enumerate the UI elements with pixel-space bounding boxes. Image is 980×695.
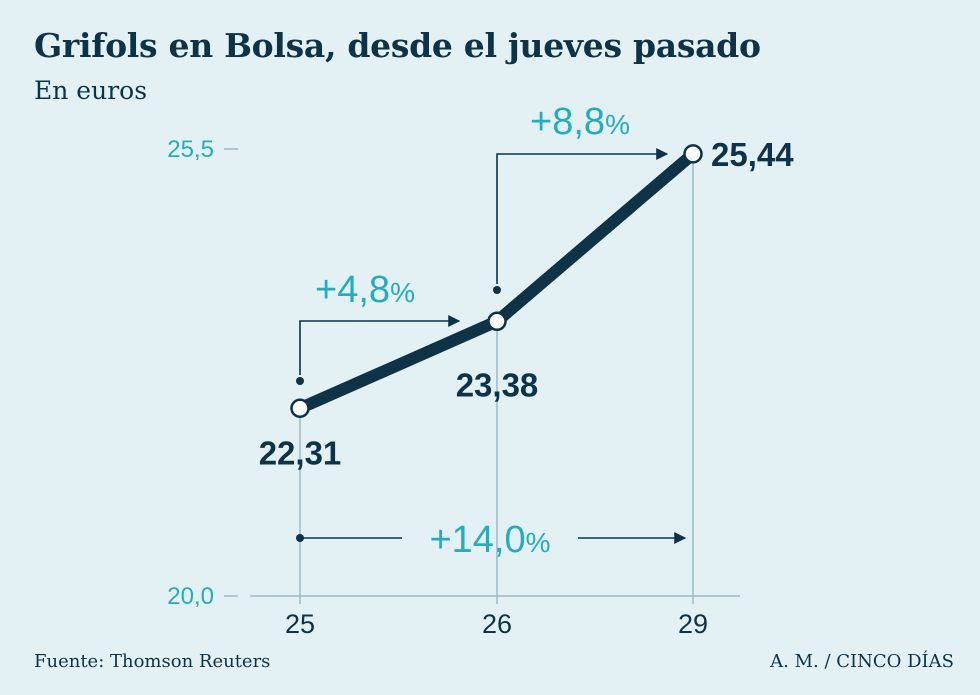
- label-layer: 25,5 20,0 25 26 29 22,31 23,38 25,44: [167, 136, 794, 639]
- annotation-unit: %: [605, 109, 630, 140]
- data-point-29: [683, 144, 703, 164]
- annotation-number: +4,8: [315, 269, 390, 311]
- annotation-arrow: [299, 315, 461, 375]
- chart-subtitle: En euros: [34, 76, 148, 105]
- x-tick-label: 26: [482, 609, 512, 639]
- y-tick-label: 20,0: [167, 583, 214, 610]
- annotation-label: +4,8%: [315, 269, 415, 311]
- annotation-arrow: [496, 148, 669, 284]
- grid-layer: [224, 148, 740, 604]
- y-tick-label: 25,5: [167, 136, 214, 163]
- annotation-dot: [493, 286, 501, 294]
- value-label-29: 25,44: [711, 136, 794, 173]
- value-label-25: 22,31: [259, 434, 342, 471]
- annotation-unit: %: [390, 277, 415, 308]
- x-tick-label: 25: [285, 609, 315, 639]
- annotation-number: +14,0: [429, 519, 525, 561]
- annotation-number: +8,8: [530, 101, 605, 143]
- credit-note: A. M. / CINCO DÍAS: [770, 651, 954, 672]
- data-point-26: [487, 311, 507, 332]
- value-label-26: 23,38: [456, 366, 539, 403]
- change-annotation: +4,8%: [296, 269, 461, 385]
- change-annotation: +14,0%: [296, 519, 687, 561]
- annotation-layer: +4,8%+8,8%+14,0%: [296, 101, 687, 561]
- annotation-dot: [296, 377, 304, 385]
- data-point-25: [290, 398, 310, 419]
- source-note: Fuente: Thomson Reuters: [34, 651, 271, 672]
- x-tick-label: 29: [678, 609, 708, 639]
- series-layer: [290, 144, 703, 419]
- chart-title: Grifols en Bolsa, desde el jueves pasado: [34, 26, 761, 65]
- annotation-label: +14,0%: [429, 519, 550, 561]
- annotation-label: +8,8%: [530, 101, 630, 143]
- annotation-unit: %: [526, 527, 551, 558]
- change-annotation: +8,8%: [493, 101, 669, 294]
